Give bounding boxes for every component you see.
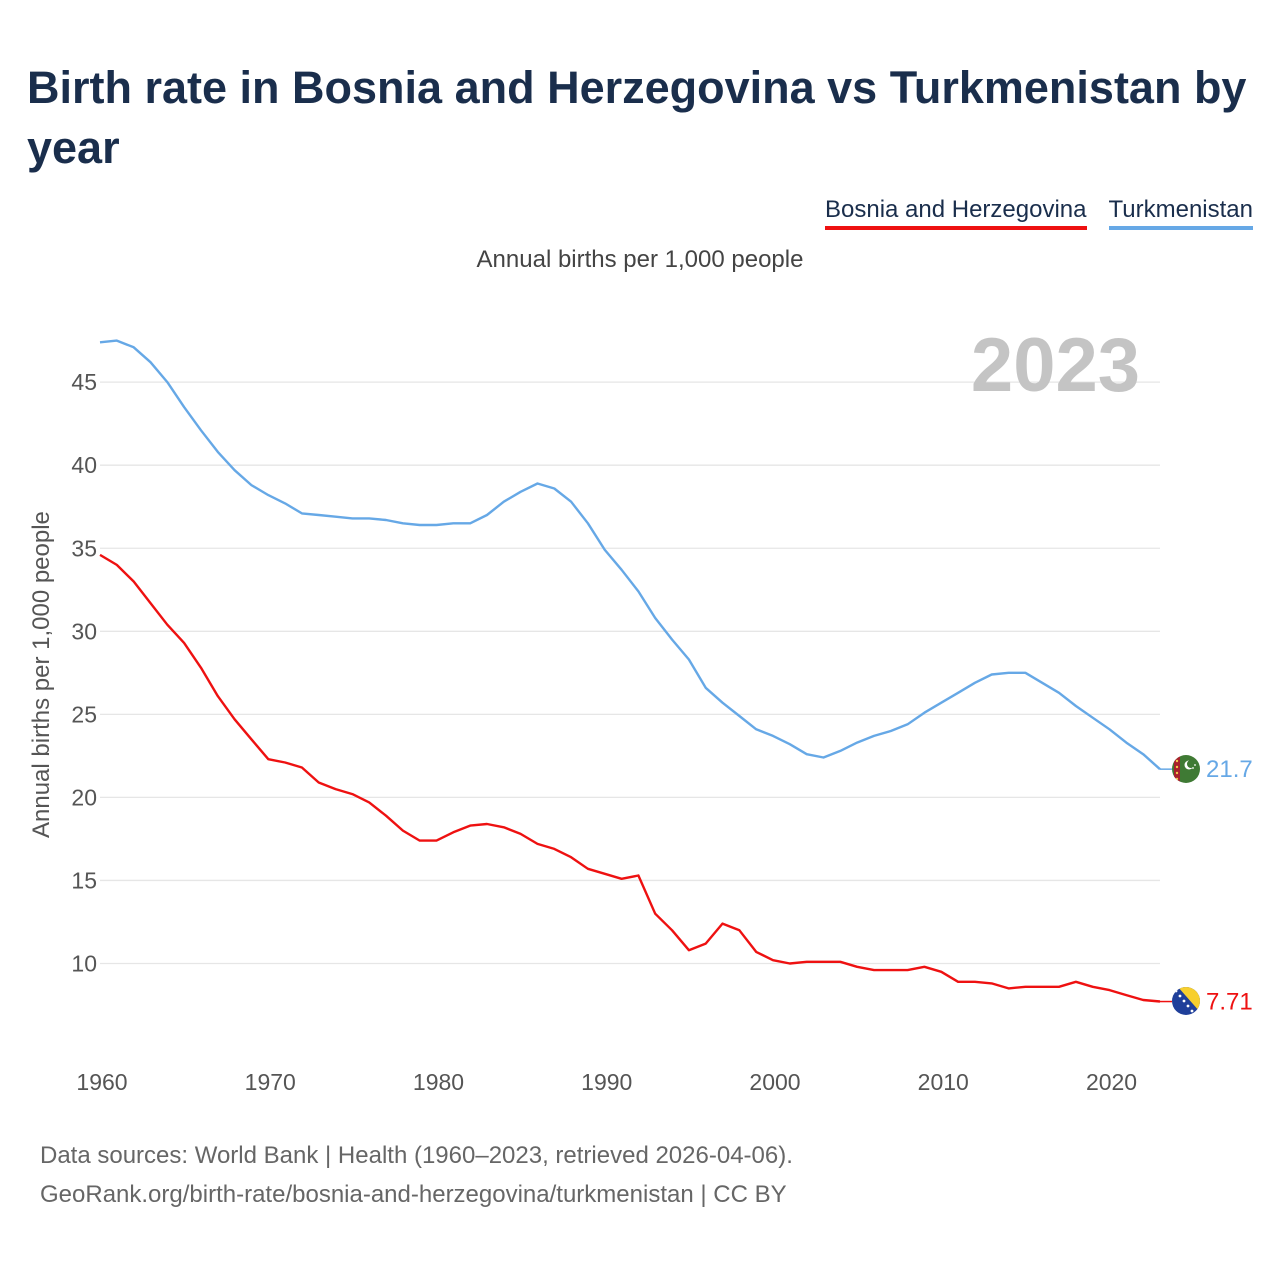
sources-line-1: Data sources: World Bank | Health (1960–… bbox=[40, 1142, 793, 1169]
y-tick-labels: 10 15 20 25 30 35 40 45 bbox=[71, 369, 97, 976]
y-tick-label: 40 bbox=[71, 452, 97, 478]
legend-item-bosnia[interactable]: Bosnia and Herzegovina bbox=[824, 196, 1087, 230]
end-value-bosnia: 7.71 bbox=[1206, 989, 1253, 1016]
y-tick-label: 25 bbox=[71, 701, 97, 727]
x-tick-labels: 1960 1970 1980 1990 2000 2010 2020 bbox=[76, 1069, 1137, 1095]
y-tick-label: 20 bbox=[71, 784, 97, 810]
x-tick-label: 1970 bbox=[245, 1069, 296, 1095]
x-tick-label: 2010 bbox=[918, 1069, 969, 1095]
x-tick-label: 2020 bbox=[1086, 1069, 1137, 1095]
series-lines bbox=[99, 339, 1172, 1003]
legend: Bosnia and Herzegovina Turkmenistan bbox=[824, 196, 1253, 230]
y-tick-label: 15 bbox=[71, 867, 97, 893]
bosnia-flag-icon bbox=[1172, 987, 1200, 1015]
turkmenistan-flag-icon bbox=[1172, 755, 1200, 783]
series-line-bosnia-and-herzegovina bbox=[99, 553, 1161, 1003]
legend-item-turkmenistan[interactable]: Turkmenistan bbox=[1108, 196, 1253, 230]
x-tick-label: 1960 bbox=[76, 1069, 127, 1095]
y-tick-label: 10 bbox=[71, 951, 97, 977]
year-watermark: 2023 bbox=[971, 323, 1140, 408]
x-tick-label: 2000 bbox=[749, 1069, 800, 1095]
chart-subtitle: Annual births per 1,000 people bbox=[476, 246, 804, 273]
x-tick-label: 1980 bbox=[413, 1069, 464, 1095]
data-sources: Data sources: World Bank | Health (1960–… bbox=[40, 1136, 793, 1214]
end-value-turkmenistan: 21.7 bbox=[1206, 756, 1253, 783]
chart-title: Birth rate in Bosnia and Herzegovina vs … bbox=[27, 62, 1247, 173]
grid-lines bbox=[100, 381, 1160, 965]
sources-line-2: GeoRank.org/birth-rate/bosnia-and-herzeg… bbox=[40, 1181, 787, 1208]
y-tick-label: 45 bbox=[71, 369, 97, 395]
x-tick-label: 1990 bbox=[581, 1069, 632, 1095]
y-tick-label: 35 bbox=[71, 535, 97, 561]
series-line-turkmenistan bbox=[99, 339, 1161, 771]
y-tick-label: 30 bbox=[71, 618, 97, 644]
